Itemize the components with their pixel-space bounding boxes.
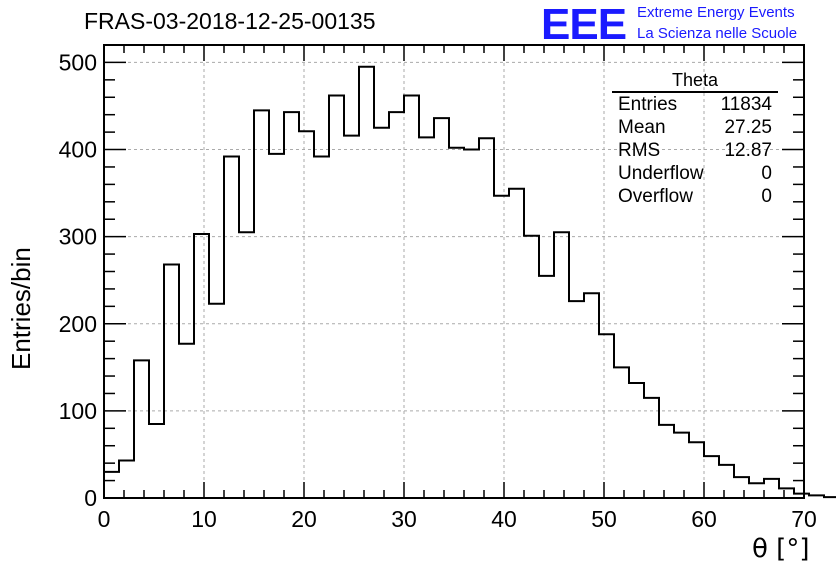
x-tick-labels: 0 10 20 30 40 50 60 70 (98, 506, 817, 532)
stats-row-rms: RMS 12.87 (612, 139, 778, 162)
stats-value: 0 (761, 163, 772, 184)
stats-box: Theta Entries 11834 Mean 27.25 RMS 12.87… (612, 70, 778, 208)
histogram-bin (719, 465, 734, 498)
histogram-bin (314, 157, 329, 498)
histogram-bin (434, 118, 449, 498)
y-tick-label: 0 (84, 485, 97, 511)
histogram-bin (419, 137, 434, 498)
histogram-bin (734, 477, 749, 498)
x-axis-label: θ [°] (752, 534, 810, 564)
y-tick-label: 200 (59, 311, 97, 337)
stats-label: Mean (618, 117, 666, 138)
stats-label: Overflow (618, 186, 693, 207)
histogram-bin (674, 433, 689, 498)
histogram-bin (254, 110, 269, 498)
histogram-bin (569, 301, 584, 498)
stats-value: 27.25 (724, 117, 772, 138)
histogram-bin (659, 425, 674, 498)
y-tick-label: 500 (59, 49, 97, 75)
stats-value: 0 (761, 186, 772, 207)
histogram-bin (284, 112, 299, 498)
histogram-bin (239, 232, 254, 498)
x-tick-label: 30 (391, 506, 417, 532)
histogram-bin (749, 483, 764, 498)
histogram-bin (704, 456, 719, 498)
histogram-bin (494, 196, 509, 498)
stats-value: 11834 (720, 94, 772, 115)
x-tick-label: 20 (291, 506, 317, 532)
histogram-series (104, 65, 836, 499)
histogram-bin (449, 148, 464, 498)
histogram-bin (209, 304, 224, 498)
histogram-line (104, 65, 836, 499)
grid-lines (104, 45, 804, 498)
histogram-bin (194, 234, 209, 498)
x-tick-label: 50 (591, 506, 617, 532)
y-tick-label: 400 (59, 137, 97, 163)
stats-value: 12.87 (724, 140, 772, 161)
x-tick-label: 70 (791, 506, 817, 532)
eee-logo: EEE (541, 0, 627, 49)
histogram-bin (629, 383, 644, 498)
histogram-bin (164, 265, 179, 498)
histogram-bin (509, 189, 524, 498)
histogram-bin (269, 154, 284, 498)
y-axis-label: Entries/bin (6, 247, 36, 370)
chart-title: FRAS-03-2018-12-25-00135 (84, 8, 376, 34)
stats-row-overflow: Overflow 0 (612, 185, 778, 208)
x-tick-label: 0 (98, 506, 111, 532)
histogram-bin (764, 479, 779, 498)
histogram-bin (404, 96, 419, 498)
stats-row-underflow: Underflow 0 (612, 162, 778, 185)
histogram-bin (479, 138, 494, 498)
histogram-bin (179, 344, 194, 498)
axis-ticks (103, 44, 805, 499)
histogram-bin (554, 232, 569, 498)
histogram-bin (539, 276, 554, 498)
y-tick-labels: 0 100 200 300 400 500 (59, 49, 97, 511)
histogram-bin (134, 360, 149, 498)
histogram-bin (344, 136, 359, 498)
logo-line-2: La Scienza nelle Scuole (637, 25, 798, 42)
histogram-bin (614, 367, 629, 498)
stats-label: Underflow (618, 163, 704, 184)
y-tick-label: 100 (59, 398, 97, 424)
stats-label: RMS (618, 140, 661, 161)
x-tick-label: 60 (691, 506, 717, 532)
stats-row-mean: Mean 27.25 (612, 116, 778, 139)
histogram-bin (524, 236, 539, 498)
histogram-bin (464, 150, 479, 498)
stats-row-entries: Entries 11834 (612, 93, 778, 116)
histogram-bin (599, 334, 614, 498)
histogram-bin (779, 488, 794, 498)
logo-line-1: Extreme Energy Events (637, 4, 795, 21)
histogram-bin (389, 112, 404, 498)
stats-label: Entries (618, 94, 678, 115)
histogram-bin (689, 442, 704, 498)
histogram-bin (149, 424, 164, 498)
histogram-bin (329, 96, 344, 498)
histogram-bin (374, 128, 389, 498)
x-tick-label: 10 (191, 506, 217, 532)
histogram-bin (359, 67, 374, 498)
histogram-bin (644, 398, 659, 498)
histogram-bin (119, 461, 134, 498)
histogram-bin (299, 131, 314, 498)
histogram-bin (104, 472, 119, 498)
histogram-bin (584, 293, 599, 498)
stats-title: Theta (612, 70, 778, 93)
histogram-bin (224, 157, 239, 498)
y-tick-label: 300 (59, 224, 97, 250)
x-tick-label: 40 (491, 506, 517, 532)
